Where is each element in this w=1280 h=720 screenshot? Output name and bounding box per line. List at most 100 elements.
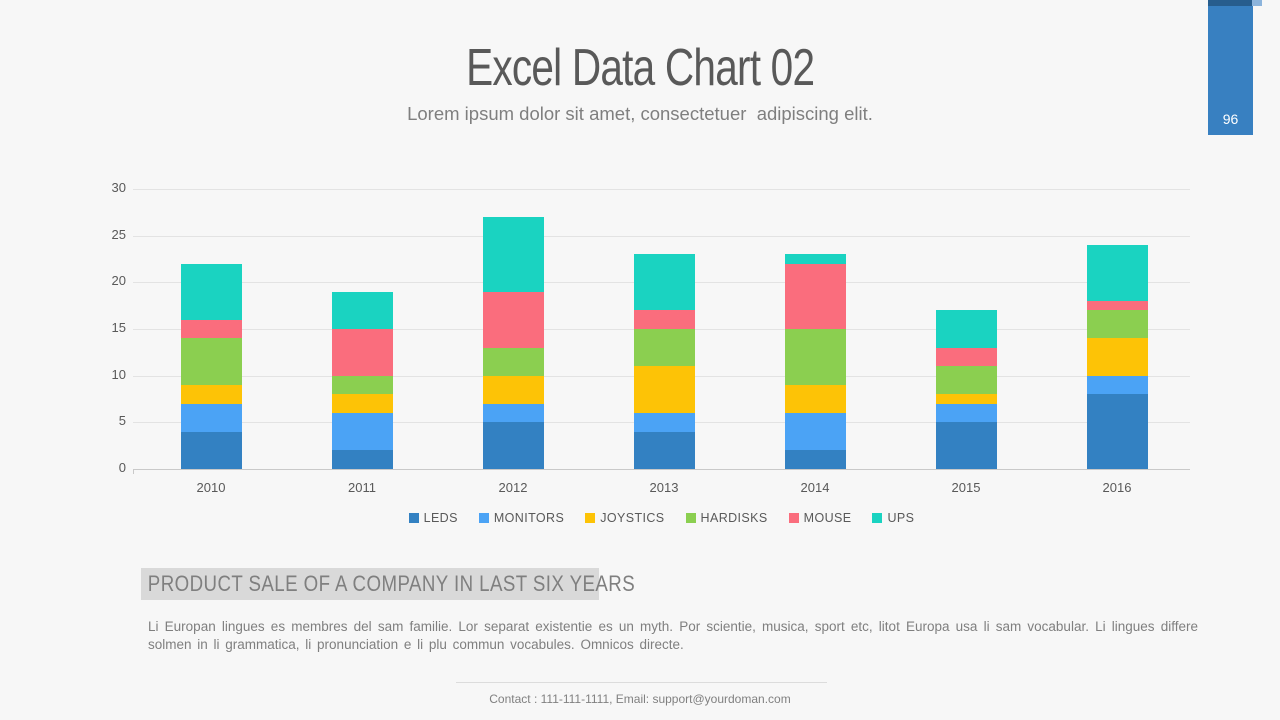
section-body: Li Europan lingues es membres del sam fa… xyxy=(148,619,1198,653)
bar-segment-leds-2014 xyxy=(785,450,846,469)
bar-segment-monitors-2016 xyxy=(1087,375,1148,395)
x-axis-label-2012: 2012 xyxy=(498,480,528,495)
x-axis-label-2014: 2014 xyxy=(800,480,830,495)
bar-segment-ups-2014 xyxy=(785,254,846,264)
bar-segment-hardisks-2011 xyxy=(332,375,393,395)
bar-segment-mouse-2011 xyxy=(332,329,393,376)
badge-ribbon-tip xyxy=(1252,0,1262,6)
bar-2016 xyxy=(1087,245,1148,469)
bar-segment-mouse-2014 xyxy=(785,263,846,330)
bar-segment-leds-2015 xyxy=(936,422,997,469)
x-axis-label-2010: 2010 xyxy=(196,480,226,495)
bar-segment-leds-2012 xyxy=(483,422,544,469)
y-axis-tick-label-10: 10 xyxy=(111,366,126,382)
bar-segment-joystics-2013 xyxy=(634,366,695,414)
x-axis-origin-tick xyxy=(133,469,134,474)
bar-segment-hardisks-2016 xyxy=(1087,310,1148,339)
bar-segment-joystics-2011 xyxy=(332,394,393,414)
x-axis-label-2015: 2015 xyxy=(951,480,981,495)
y-axis-tick-label-30: 30 xyxy=(111,180,126,195)
gridline-30 xyxy=(133,189,1190,190)
bar-segment-joystics-2010 xyxy=(181,385,242,404)
legend-swatch-leds xyxy=(408,513,419,523)
bar-segment-leds-2016 xyxy=(1087,394,1148,469)
y-axis-tick-label-0: 0 xyxy=(118,460,126,475)
bar-segment-monitors-2011 xyxy=(332,413,393,451)
y-axis-tick-label-15: 15 xyxy=(111,320,126,335)
bar-2014 xyxy=(785,254,846,469)
legend-swatch-hardisks xyxy=(685,513,696,523)
y-axis-tick-label-20: 20 xyxy=(111,273,126,289)
bar-segment-mouse-2012 xyxy=(483,291,544,348)
stacked-bar-chart: 0 5 10 15 20 25 30 2010 2011 2012 2013 2014 2015 2016 xyxy=(112,180,1190,495)
chart-legend: LEDS MONITORS JOYSTICS HARDISKS MOUSE UPS xyxy=(133,511,1190,525)
legend-label-ups: UPS xyxy=(887,511,915,525)
legend-item-monitors: MONITORS xyxy=(478,511,565,525)
bar-segment-leds-2010 xyxy=(181,431,242,469)
legend-item-joystics: JOYSTICS xyxy=(585,511,664,525)
bar-segment-mouse-2016 xyxy=(1087,301,1148,311)
bar-segment-hardisks-2015 xyxy=(936,366,997,395)
page-title: Excel Data Chart 02 xyxy=(0,42,1280,94)
gridline-0 xyxy=(133,469,1190,470)
bar-2010 xyxy=(181,263,242,469)
gridline-25 xyxy=(133,235,1190,237)
bar-segment-ups-2012 xyxy=(483,217,544,292)
bar-segment-mouse-2015 xyxy=(936,347,997,367)
bar-segment-mouse-2010 xyxy=(181,319,242,339)
section-heading: PRODUCT SALE OF A COMPANY IN LAST SIX YE… xyxy=(147,571,636,596)
x-axis-label-2016: 2016 xyxy=(1102,480,1132,495)
bar-segment-hardisks-2014 xyxy=(785,329,846,386)
legend-label-leds: LEDS xyxy=(423,511,458,525)
legend-item-hardisks: HARDISKS xyxy=(685,511,768,525)
legend-swatch-mouse xyxy=(788,513,799,523)
bar-2012 xyxy=(483,217,544,469)
legend-label-monitors: MONITORS xyxy=(493,511,565,525)
y-axis-tick-label-5: 5 xyxy=(118,413,126,429)
bar-2013 xyxy=(634,254,695,469)
bar-segment-ups-2013 xyxy=(634,254,695,311)
bar-2015 xyxy=(936,310,997,469)
page-number-badge: 96 xyxy=(1208,0,1253,135)
bar-segment-joystics-2016 xyxy=(1087,338,1148,376)
bar-segment-hardisks-2012 xyxy=(483,347,544,376)
bar-2011 xyxy=(332,291,393,469)
bar-segment-ups-2011 xyxy=(332,291,393,330)
bar-segment-hardisks-2010 xyxy=(181,338,242,386)
bar-segment-monitors-2013 xyxy=(634,413,695,432)
bar-segment-monitors-2014 xyxy=(785,413,846,451)
legend-item-mouse: MOUSE xyxy=(788,511,852,525)
bar-segment-ups-2010 xyxy=(181,263,242,320)
legend-label-mouse: MOUSE xyxy=(803,511,852,525)
x-axis-label-2011: 2011 xyxy=(348,480,376,495)
bar-segment-hardisks-2013 xyxy=(634,329,695,367)
bar-segment-monitors-2015 xyxy=(936,403,997,423)
page-subtitle: Lorem ipsum dolor sit amet, consectetuer… xyxy=(407,103,873,124)
bar-segment-monitors-2010 xyxy=(181,403,242,432)
legend-swatch-monitors xyxy=(478,513,489,523)
x-axis-label-2013: 2013 xyxy=(649,480,679,495)
bar-segment-ups-2016 xyxy=(1087,245,1148,302)
bar-segment-mouse-2013 xyxy=(634,310,695,330)
legend-label-hardisks: HARDISKS xyxy=(700,511,768,525)
section-heading-box: PRODUCT SALE OF A COMPANY IN LAST SIX YE… xyxy=(141,568,635,600)
badge-ribbon-dark xyxy=(1208,0,1252,6)
legend-label-joystics: JOYSTICS xyxy=(600,511,665,525)
bar-segment-monitors-2012 xyxy=(483,403,544,423)
bar-segment-joystics-2012 xyxy=(483,375,544,404)
bar-segment-joystics-2015 xyxy=(936,394,997,404)
y-axis-tick-label-25: 25 xyxy=(111,226,126,242)
legend-item-ups: UPS xyxy=(872,511,914,525)
bar-segment-ups-2015 xyxy=(936,310,997,348)
page-title-text: Excel Data Chart 02 xyxy=(465,39,815,97)
legend-item-leds: LEDS xyxy=(408,511,458,525)
bar-segment-leds-2013 xyxy=(634,431,695,469)
bar-segment-leds-2011 xyxy=(332,450,393,469)
footer-contact: Contact : 111-111-1111, Email: support@y… xyxy=(489,692,791,706)
legend-swatch-joystics xyxy=(585,513,596,523)
legend-swatch-ups xyxy=(872,513,883,523)
bar-segment-joystics-2014 xyxy=(785,385,846,414)
page-number: 96 xyxy=(1222,111,1239,127)
footer-divider xyxy=(456,682,827,683)
